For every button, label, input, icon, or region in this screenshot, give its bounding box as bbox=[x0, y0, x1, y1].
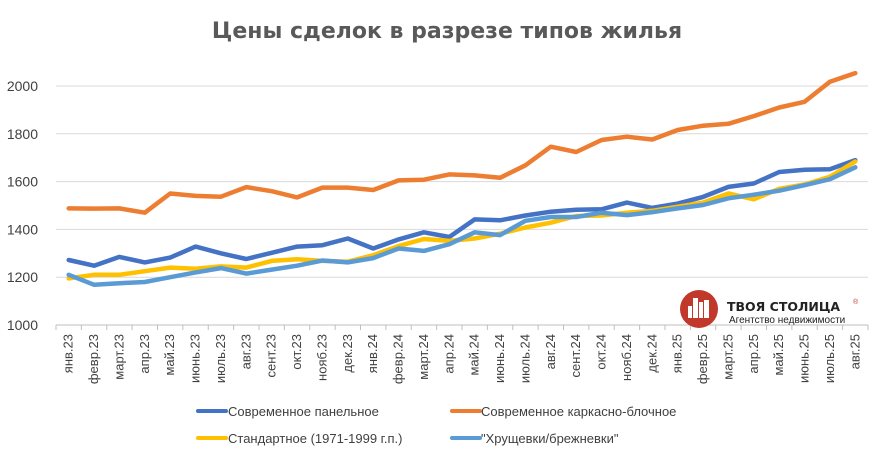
brand-logo: ТВОЯ СТОЛИЦА ® Агентство недвижимости bbox=[680, 290, 859, 328]
x-tick-label: окт.24 bbox=[594, 334, 609, 370]
x-tick-label: авг.24 bbox=[543, 334, 558, 369]
logo-name: ТВОЯ СТОЛИЦА bbox=[727, 299, 840, 314]
x-tick-label: март.24 bbox=[416, 334, 431, 380]
x-tick-label: июнь.25 bbox=[797, 334, 812, 383]
gridlines bbox=[56, 85, 868, 278]
y-tick-label: 1000 bbox=[7, 317, 38, 333]
legend-label: Современное каркасно-блочное bbox=[481, 404, 676, 419]
x-tick-label: июль.23 bbox=[213, 334, 228, 383]
x-tick-label: нояб.24 bbox=[619, 334, 634, 381]
logo-tagline: Агентство недвижимости bbox=[729, 315, 845, 326]
legend-item: Стандартное (1971-1999 г.п.) bbox=[196, 431, 402, 446]
legend-item: "Хрущевки/брежневки" bbox=[450, 431, 619, 446]
x-tick-label: март.25 bbox=[720, 334, 735, 380]
x-axis-ticks: янв.23 февр.23 март.23 апр.23 май.23 июнь.23 и… bbox=[61, 334, 863, 384]
legend: Современное панельное Современное каркас… bbox=[196, 404, 676, 446]
x-tick-label: февр.24 bbox=[391, 334, 406, 384]
x-tick-label: апр.25 bbox=[746, 334, 761, 374]
x-tick-label: окт.23 bbox=[289, 334, 304, 370]
y-tick-label: 1800 bbox=[7, 126, 38, 142]
x-tick-label: апр.23 bbox=[137, 334, 152, 374]
x-tick-label: янв.25 bbox=[670, 334, 685, 373]
x-tick-label: янв.23 bbox=[61, 334, 76, 373]
chart-title: Цены сделок в разрезе типов жилья bbox=[212, 19, 682, 44]
series-line-0 bbox=[66, 157, 858, 268]
x-tick-label: июнь.23 bbox=[188, 334, 203, 383]
x-tick-label: дек.24 bbox=[644, 334, 659, 373]
legend-label: Стандартное (1971-1999 г.п.) bbox=[228, 431, 402, 446]
y-axis-ticks: 1000 1200 1400 1600 1800 2000 bbox=[7, 78, 38, 333]
y-tick-label: 1400 bbox=[7, 221, 38, 237]
series-lines bbox=[66, 70, 858, 288]
x-tick-label: июль.25 bbox=[822, 334, 837, 383]
x-tick-label: дек.23 bbox=[340, 334, 355, 373]
legend-item: Современное панельное bbox=[196, 404, 379, 419]
series-line-3 bbox=[66, 165, 858, 288]
x-tick-label: июль.24 bbox=[517, 334, 532, 383]
x-tick-label: май.25 bbox=[771, 334, 786, 376]
series-line-2 bbox=[66, 159, 858, 281]
x-tick-label: авг.25 bbox=[847, 334, 862, 369]
x-tick-label: нояб.23 bbox=[314, 334, 329, 381]
logo-registered-mark: ® bbox=[853, 298, 859, 306]
y-tick-label: 1200 bbox=[7, 269, 38, 285]
logo-buildings-icon bbox=[688, 298, 709, 318]
x-tick-label: февр.25 bbox=[695, 334, 710, 384]
x-tick-label: март.23 bbox=[111, 334, 126, 380]
series-line-1 bbox=[66, 70, 858, 215]
x-axis bbox=[55, 324, 869, 330]
x-tick-label: июнь.24 bbox=[492, 334, 507, 383]
x-tick-label: февр.23 bbox=[86, 334, 101, 384]
y-tick-label: 2000 bbox=[7, 78, 38, 94]
y-tick-label: 1600 bbox=[7, 174, 38, 190]
x-tick-label: янв.24 bbox=[365, 334, 380, 373]
x-tick-label: май.24 bbox=[467, 334, 482, 376]
legend-label: Современное панельное bbox=[228, 404, 379, 419]
x-tick-label: авг.23 bbox=[238, 334, 253, 369]
legend-item: Современное каркасно-блочное bbox=[450, 404, 676, 419]
x-tick-label: сент.23 bbox=[264, 334, 279, 378]
x-tick-label: сент.24 bbox=[568, 334, 583, 378]
legend-label: "Хрущевки/брежневки" bbox=[481, 431, 619, 446]
x-tick-label: апр.24 bbox=[441, 334, 456, 374]
x-tick-label: май.23 bbox=[162, 334, 177, 376]
